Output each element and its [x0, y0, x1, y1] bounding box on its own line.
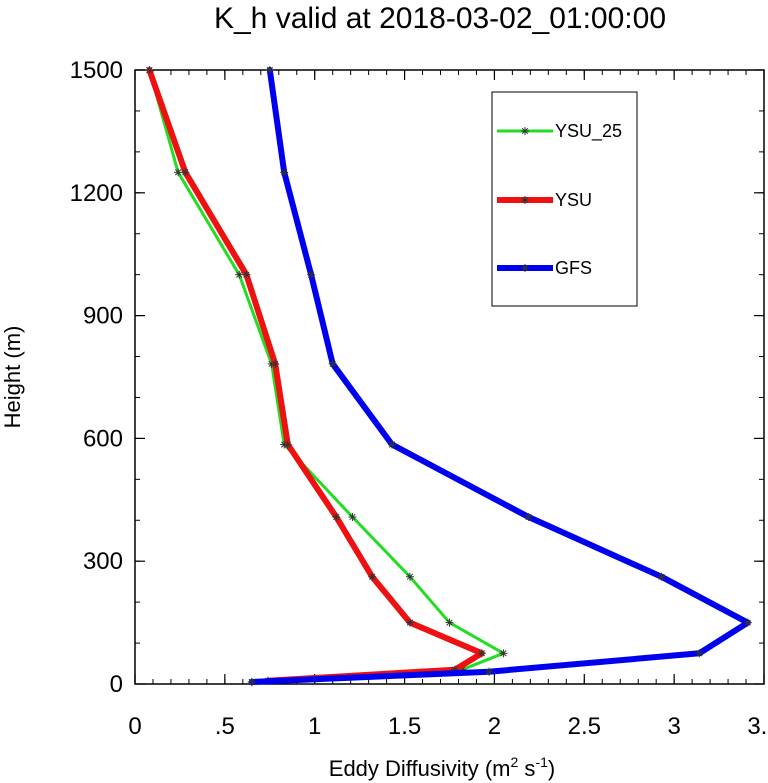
x-tick-label: .5 [215, 713, 235, 740]
series-line-ysu-25 [147, 68, 505, 684]
legend-box [491, 91, 638, 307]
data-point-gfs [657, 572, 666, 581]
data-point-gfs [247, 677, 256, 686]
series-gfs [247, 66, 752, 686]
data-point-gfs [387, 440, 396, 449]
axis-ticks [134, 69, 765, 685]
data-point-ysu [332, 512, 341, 521]
data-point-ysu [368, 572, 377, 581]
y-tick-label: 300 [83, 548, 123, 575]
data-point-ysu [181, 168, 190, 177]
data-point-gfs [743, 618, 752, 627]
data-point-gfs [328, 359, 337, 368]
data-point-ysu-25 [499, 649, 508, 658]
y-tick-label: 600 [83, 425, 123, 452]
y-tick-label: 0 [110, 671, 123, 698]
data-point-gfs [485, 667, 494, 676]
plot-frame [134, 69, 765, 685]
series-line-gfs [248, 67, 751, 685]
y-tick-label: 1200 [70, 180, 123, 207]
data-point-ysu-25 [445, 618, 454, 627]
series-layer [145, 66, 752, 686]
data-point-ysu [271, 359, 280, 368]
x-tick-label: 1.5 [388, 713, 421, 740]
y-axis-label: Height (m) [0, 326, 25, 429]
data-point-gfs [307, 270, 316, 279]
legend-marker-gfs [521, 264, 529, 272]
x-axis-label-sup2: -1 [535, 754, 548, 770]
x-tick-label: 3.5 [747, 713, 768, 740]
x-axis-label-end: ) [548, 756, 555, 781]
x-tick-label: 3 [667, 713, 680, 740]
y-tick-label: 900 [83, 303, 123, 330]
legend: YSU_25 YSU GFS [497, 121, 622, 278]
x-axis-label: Eddy Diffusivity (m2 s-1) [329, 754, 555, 781]
axis-tick-labels: 0 .5 1 1.5 2 2.5 3 3.5 0 300 600 900 1200 1500 [70, 57, 768, 740]
data-point-ysu [145, 66, 154, 74]
x-tick-label: 1 [308, 713, 321, 740]
x-tick-label: 2.5 [568, 713, 601, 740]
x-axis-label-sup1: 2 [511, 754, 519, 770]
legend-label-ysu: YSU [555, 190, 592, 210]
legend-marker-ysu-25 [521, 127, 529, 135]
legend-label-ysu-25: YSU_25 [555, 121, 622, 142]
x-axis-label-mid: s [518, 756, 535, 781]
data-point-ysu-25 [405, 572, 414, 581]
data-point-gfs [280, 168, 289, 177]
legend-label-gfs: GFS [555, 258, 592, 278]
series-line-ysu [146, 67, 485, 684]
data-point-gfs [265, 66, 274, 74]
data-point-ysu [477, 649, 486, 658]
data-point-ysu-25 [174, 168, 183, 177]
chart-title: K_h valid at 2018-03-02_01:00:00 [214, 2, 666, 35]
data-point-ysu [242, 270, 251, 279]
data-point-ysu [405, 618, 414, 627]
series-ysu-25 [145, 66, 508, 686]
data-point-ysu [283, 440, 292, 449]
data-point-ysu-25 [348, 512, 357, 521]
x-tick-label: 2 [488, 713, 501, 740]
data-point-gfs [695, 649, 704, 658]
y-tick-label: 1500 [70, 57, 123, 84]
data-point-gfs [524, 512, 533, 521]
data-point-ysu-25 [235, 270, 244, 279]
series-ysu [145, 66, 486, 685]
legend-marker-ysu [521, 196, 529, 204]
x-tick-label: 0 [128, 713, 141, 740]
x-axis-label-text: Eddy Diffusivity (m [329, 756, 511, 781]
